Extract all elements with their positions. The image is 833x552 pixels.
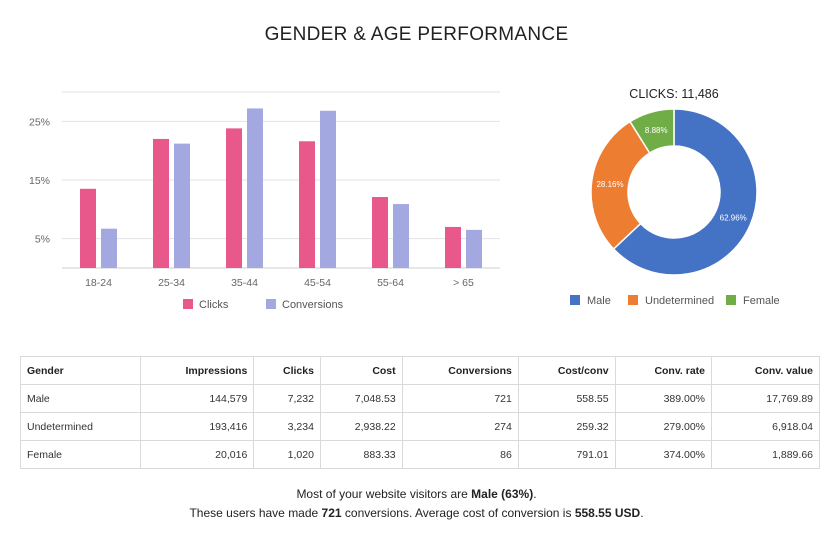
- summary-text-part: conversions. Average cost of conversion …: [341, 506, 575, 520]
- summary-text-part: These users have made: [189, 506, 322, 520]
- cell-conv-rate: 389.00%: [614, 384, 713, 413]
- bar-clicks: [153, 138, 169, 268]
- legend-swatch-conversions: [266, 299, 276, 309]
- cell-clicks: 1,020: [253, 440, 321, 469]
- x-tick-label: 25-34: [158, 277, 185, 289]
- cell-conv-value: 17,769.89: [711, 384, 820, 413]
- cell-clicks: 7,232: [253, 384, 321, 413]
- x-tick-label: > 65: [453, 277, 474, 289]
- table-row: Female 20,016 1,020 883.33 86 791.01 374…: [20, 440, 820, 469]
- summary-conversions: 721: [321, 506, 342, 520]
- legend-label-clicks: Clicks: [199, 299, 229, 311]
- bar-clicks: [80, 188, 96, 268]
- header-conv-rate: Conv. rate: [614, 356, 713, 385]
- cell-conv-rate: 374.00%: [614, 440, 713, 469]
- summary-text-part: Most of your website visitors are: [296, 487, 472, 501]
- y-tick-label: 15%: [29, 175, 50, 187]
- legend-swatch-clicks: [183, 299, 193, 309]
- header-conversions: Conversions: [401, 356, 519, 385]
- cell-gender: Male: [20, 384, 141, 413]
- cell-impressions: 144,579: [139, 384, 255, 413]
- cell-cost: 2,938.22: [319, 412, 403, 441]
- summary-avg-cost: 558.55 USD: [574, 506, 641, 520]
- page-title: GENDER & AGE PERFORMANCE: [264, 24, 569, 45]
- cell-cost: 7,048.53: [319, 384, 403, 413]
- bar-clicks: [226, 128, 242, 268]
- y-tick-label: 5%: [35, 234, 50, 246]
- bar-conversions: [247, 108, 263, 268]
- summary-line-2: These users have made 721 conversions. A…: [0, 504, 833, 523]
- y-tick-label: 25%: [29, 116, 50, 128]
- header-gender: Gender: [20, 356, 141, 385]
- bar-conversions: [320, 110, 336, 268]
- gender-performance-table: Gender Impressions Clicks Cost Conversio…: [20, 356, 820, 469]
- table-header-row: Gender Impressions Clicks Cost Conversio…: [20, 356, 820, 385]
- header-conv-value: Conv. value: [711, 356, 820, 385]
- legend-swatch-male: [570, 295, 580, 305]
- cell-conversions: 721: [401, 384, 519, 413]
- donut-value-label: 8.88%: [645, 126, 668, 135]
- cell-conv-rate: 279.00%: [614, 412, 713, 441]
- donut-slice-undetermined: [590, 120, 651, 251]
- x-tick-label: 55-64: [377, 277, 404, 289]
- legend-label-male: Male: [587, 295, 611, 307]
- cell-conversions: 274: [401, 412, 519, 441]
- bar-conversions: [174, 143, 190, 268]
- summary-text-part: .: [640, 506, 644, 520]
- legend-label-female: Female: [743, 295, 780, 307]
- cell-conv-value: 1,889.66: [711, 440, 820, 469]
- header-cost-per-conv: Cost/conv: [517, 356, 616, 385]
- bar-conversions: [466, 229, 482, 268]
- bar-clicks: [299, 141, 315, 268]
- cell-cost: 883.33: [319, 440, 403, 469]
- header-cost: Cost: [319, 356, 403, 385]
- donut-slice-male: [612, 108, 758, 276]
- legend-label-conversions: Conversions: [282, 299, 344, 311]
- legend-swatch-female: [726, 295, 736, 305]
- x-tick-label: 35-44: [231, 277, 258, 289]
- donut-slice-female: [629, 108, 675, 155]
- bar-conversions: [101, 228, 117, 268]
- legend-swatch-undetermined: [628, 295, 638, 305]
- x-tick-label: 45-54: [304, 277, 331, 289]
- cell-conversions: 86: [401, 440, 519, 469]
- table-row: Male 144,579 7,232 7,048.53 721 558.55 3…: [20, 384, 820, 413]
- cell-gender: Female: [20, 440, 141, 469]
- summary-top-gender: Male (63%): [471, 487, 534, 501]
- bar-clicks: [445, 226, 461, 268]
- table-row: Undetermined 193,416 3,234 2,938.22 274 …: [20, 412, 820, 441]
- bar-conversions: [393, 204, 409, 268]
- cell-clicks: 3,234: [253, 412, 321, 441]
- gender-donut-chart: CLICKS: 11,486 62.96% 28.16% 8.88% Male Undet…: [570, 87, 780, 307]
- cell-conv-value: 6,918.04: [711, 412, 820, 441]
- cell-impressions: 193,416: [139, 412, 255, 441]
- x-tick-label: 18-24: [85, 277, 112, 289]
- cell-cost-per-conv: 259.32: [517, 412, 616, 441]
- summary-text-part: .: [533, 487, 537, 501]
- age-bar-chart: 5% 15% 25% 18-24 25-34 35-44 45-54 55-64 > 65 Cli…: [29, 91, 500, 311]
- cell-cost-per-conv: 791.01: [517, 440, 616, 469]
- header-impressions: Impressions: [139, 356, 255, 385]
- summary-line-1: Most of your website visitors are Male (…: [0, 485, 833, 504]
- header-clicks: Clicks: [253, 356, 321, 385]
- donut-value-label: 28.16%: [596, 180, 623, 189]
- donut-title: CLICKS: 11,486: [629, 87, 718, 101]
- legend-label-undetermined: Undetermined: [645, 295, 714, 307]
- cell-impressions: 20,016: [139, 440, 255, 469]
- donut-value-label: 62.96%: [720, 214, 747, 223]
- cell-cost-per-conv: 558.55: [517, 384, 616, 413]
- cell-gender: Undetermined: [20, 412, 141, 441]
- summary-text: Most of your website visitors are Male (…: [0, 485, 833, 523]
- bar-clicks: [372, 197, 388, 268]
